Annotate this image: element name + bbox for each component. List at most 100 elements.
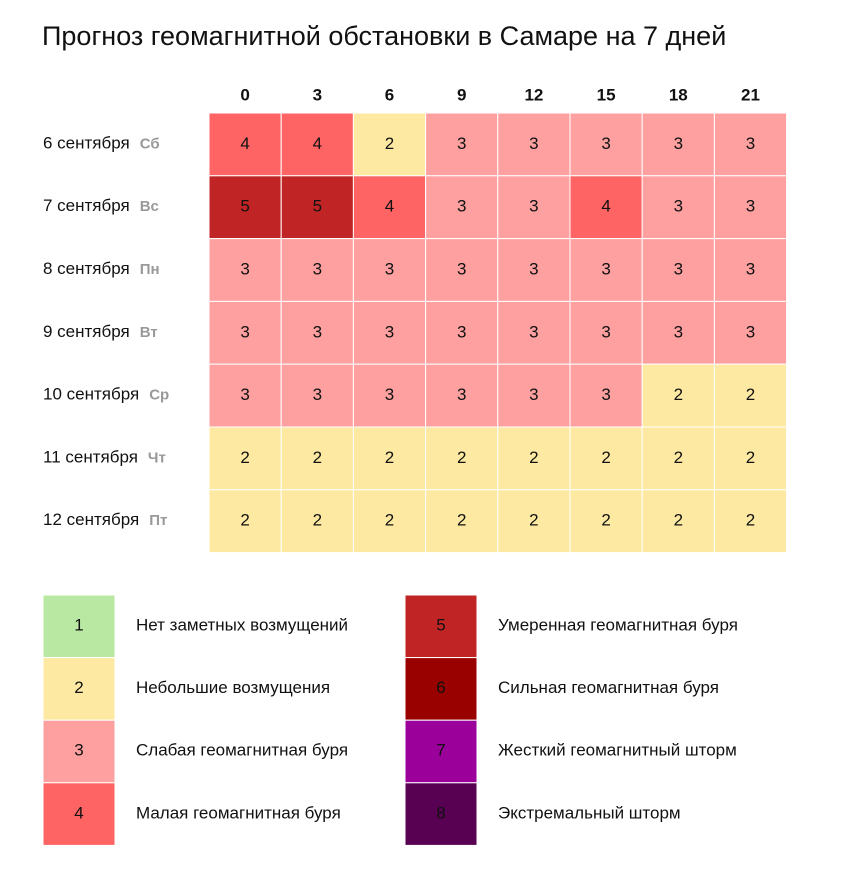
cell-value: 2 — [746, 385, 755, 404]
legend-value: 1 — [74, 615, 83, 634]
cell — [641, 489, 715, 554]
cell-value: 3 — [529, 197, 538, 216]
weekday-label: Чт — [148, 449, 166, 466]
cell-value: 3 — [457, 134, 466, 153]
cell — [280, 238, 354, 302]
legend-label: Нет заметных возмущений — [136, 615, 348, 634]
cell — [713, 489, 788, 554]
cell-value: 3 — [240, 259, 249, 278]
cell-value: 2 — [457, 511, 466, 530]
cell-value: 3 — [529, 385, 538, 404]
cell — [497, 175, 571, 240]
cell — [280, 112, 354, 177]
legend-value: 8 — [436, 803, 445, 822]
row-label: 7 сентября Вс — [43, 197, 159, 216]
cell — [497, 238, 571, 302]
cell-value: 2 — [601, 511, 610, 530]
cell-value: 3 — [529, 322, 538, 341]
cell-value: 3 — [240, 322, 249, 341]
day-label: 7 сентября — [43, 197, 130, 216]
cell — [352, 363, 427, 428]
legend-swatch — [404, 782, 478, 846]
cell-value: 3 — [746, 322, 755, 341]
cell — [425, 238, 499, 302]
cell-value: 3 — [674, 259, 683, 278]
cell — [352, 489, 427, 554]
cell-value: 4 — [385, 197, 394, 216]
legend-value: 7 — [436, 741, 445, 760]
cell — [497, 426, 571, 491]
cell-value: 2 — [313, 448, 322, 467]
cell-value: 3 — [457, 197, 466, 216]
cell — [208, 112, 282, 177]
cell — [425, 426, 499, 491]
cell-value: 2 — [385, 448, 394, 467]
legend-label: Умеренная геомагнитная буря — [498, 615, 738, 634]
cell-value: 2 — [746, 448, 755, 467]
column-label: 0 — [240, 85, 249, 104]
cell-value: 3 — [313, 259, 322, 278]
cell-value: 3 — [529, 259, 538, 278]
cell-value: 2 — [674, 385, 683, 404]
cell — [569, 426, 643, 491]
chart-title: Прогноз геомагнитной обстановки в Самаре… — [42, 21, 726, 51]
cell-value: 2 — [529, 511, 538, 530]
row-label: 6 сентября Сб — [43, 134, 160, 153]
cell — [280, 489, 354, 554]
cell — [497, 489, 571, 554]
column-label: 15 — [597, 85, 616, 104]
cell-value: 3 — [674, 322, 683, 341]
cell — [713, 426, 788, 491]
cell — [569, 363, 643, 428]
day-label: 8 сентября — [43, 259, 130, 278]
legend-value: 4 — [74, 803, 83, 822]
cell-value: 3 — [674, 197, 683, 216]
day-label: 11 сентября — [43, 448, 138, 467]
column-label: 6 — [385, 85, 394, 104]
cell — [352, 238, 427, 302]
cell — [352, 112, 427, 177]
day-label: 9 сентября — [43, 322, 130, 341]
cell — [641, 300, 715, 365]
cell — [713, 300, 788, 365]
cell-value: 3 — [240, 385, 249, 404]
legend-label: Малая геомагнитная буря — [136, 803, 341, 822]
cell — [569, 489, 643, 554]
cell — [208, 489, 282, 554]
cell-value: 2 — [674, 448, 683, 467]
cell — [713, 175, 788, 240]
cell-value: 2 — [385, 511, 394, 530]
cell-value: 3 — [746, 197, 755, 216]
legend-swatch — [404, 719, 478, 784]
cell — [641, 426, 715, 491]
cell — [425, 363, 499, 428]
cell — [208, 238, 282, 302]
cell-value: 2 — [457, 448, 466, 467]
cell-value: 2 — [313, 511, 322, 530]
cell-value: 3 — [674, 134, 683, 153]
cell-value: 5 — [313, 197, 322, 216]
cell-value: 2 — [385, 134, 394, 153]
cell-value: 2 — [240, 511, 249, 530]
column-label: 12 — [524, 85, 543, 104]
cell — [208, 175, 282, 240]
legend-value: 5 — [436, 615, 445, 634]
cell — [569, 238, 643, 302]
cell — [280, 175, 354, 240]
cell — [425, 489, 499, 554]
day-label: 12 сентября — [43, 511, 139, 530]
cell — [352, 426, 427, 491]
legend-label: Сильная геомагнитная буря — [498, 678, 719, 697]
weekday-label: Сб — [140, 135, 160, 152]
cell — [713, 112, 788, 177]
cell-value: 3 — [746, 259, 755, 278]
legend-swatch — [42, 719, 116, 784]
cell — [641, 238, 715, 302]
weekday-label: Вс — [140, 198, 159, 215]
cell-value: 4 — [240, 134, 249, 153]
weekday-label: Ср — [149, 387, 169, 404]
cell — [208, 426, 282, 491]
cell-value: 2 — [746, 511, 755, 530]
weekday-label: Вт — [140, 324, 158, 341]
